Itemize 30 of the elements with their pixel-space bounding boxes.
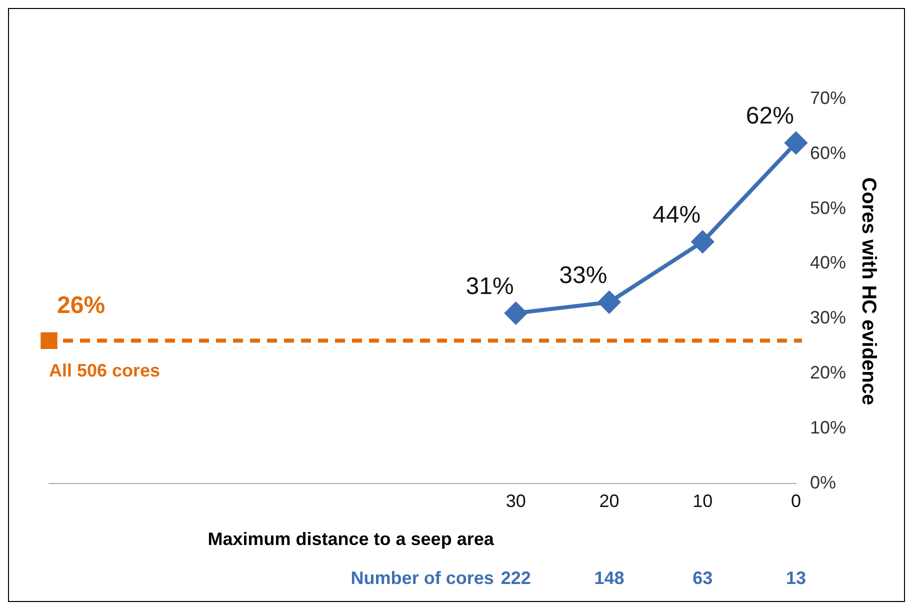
- point: [692, 230, 714, 253]
- x-tick-label: 0: [790, 491, 801, 512]
- data-label: 44%: [652, 201, 701, 228]
- y-axis-title: Cores with HC evidence: [857, 177, 880, 406]
- text: Number of cores: [350, 568, 494, 588]
- text: 222: [500, 568, 531, 588]
- y-tick-label: 30%: [810, 308, 846, 328]
- x-tick-label: 30: [506, 491, 526, 512]
- text: 63: [692, 568, 713, 588]
- y-tick-label: 20%: [810, 362, 846, 383]
- y-tick-label: 60%: [810, 142, 846, 163]
- y-tick-label: 10%: [810, 417, 846, 438]
- data-label: 33%: [559, 262, 608, 289]
- text: 148: [594, 568, 624, 588]
- y-tick-label: 70%: [810, 88, 846, 108]
- text: 13: [786, 568, 806, 588]
- y-tick-label: 0%: [810, 472, 836, 492]
- y-tick-label: 50%: [810, 198, 846, 218]
- point: [598, 291, 620, 314]
- data-label: 26%: [57, 292, 106, 320]
- x-tick-label: 20: [599, 491, 620, 512]
- x-axis-title: Maximum distance to a seep area: [208, 528, 495, 549]
- data-label: 62%: [746, 102, 794, 130]
- data-label: 31%: [466, 272, 514, 300]
- x-tick-label: 10: [692, 491, 713, 512]
- y-tick-label: 40%: [810, 252, 846, 273]
- point: [40, 332, 58, 349]
- point: [504, 302, 527, 324]
- point: [784, 132, 807, 154]
- ref-line-label: All 506 cores: [49, 360, 160, 381]
